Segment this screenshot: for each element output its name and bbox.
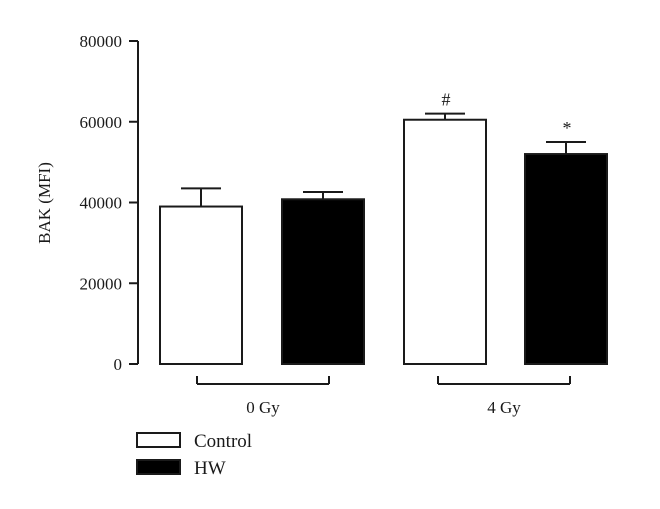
group-label: 4 Gy bbox=[487, 398, 521, 417]
y-tick-label: 20000 bbox=[80, 274, 123, 293]
significance-marker: # bbox=[442, 90, 451, 110]
bar-control-0-gy bbox=[159, 205, 243, 365]
bar-control-4-gy bbox=[403, 118, 487, 365]
y-tick-label: 0 bbox=[114, 355, 123, 374]
y-axis-title: BAK (MFI) bbox=[35, 162, 54, 244]
legend-label: Control bbox=[194, 431, 252, 452]
bar-hw-4-gy bbox=[524, 153, 608, 365]
y-tick-label: 80000 bbox=[80, 32, 123, 51]
significance-marker: * bbox=[563, 118, 572, 138]
bars: #* bbox=[159, 90, 608, 365]
legend-swatch bbox=[136, 459, 181, 475]
axes: 0 20000 40000 60000 80000 BAK (MFI) 0 Gy 4 Gy bbox=[35, 32, 571, 417]
bar-hw-0-gy bbox=[281, 198, 365, 365]
legend-swatch bbox=[136, 432, 181, 448]
y-tick-label: 60000 bbox=[80, 113, 123, 132]
y-tick-label: 40000 bbox=[80, 194, 123, 213]
legend-label: HW bbox=[194, 458, 226, 479]
group-label: 0 Gy bbox=[246, 398, 280, 417]
legend: Control HW bbox=[136, 431, 252, 479]
